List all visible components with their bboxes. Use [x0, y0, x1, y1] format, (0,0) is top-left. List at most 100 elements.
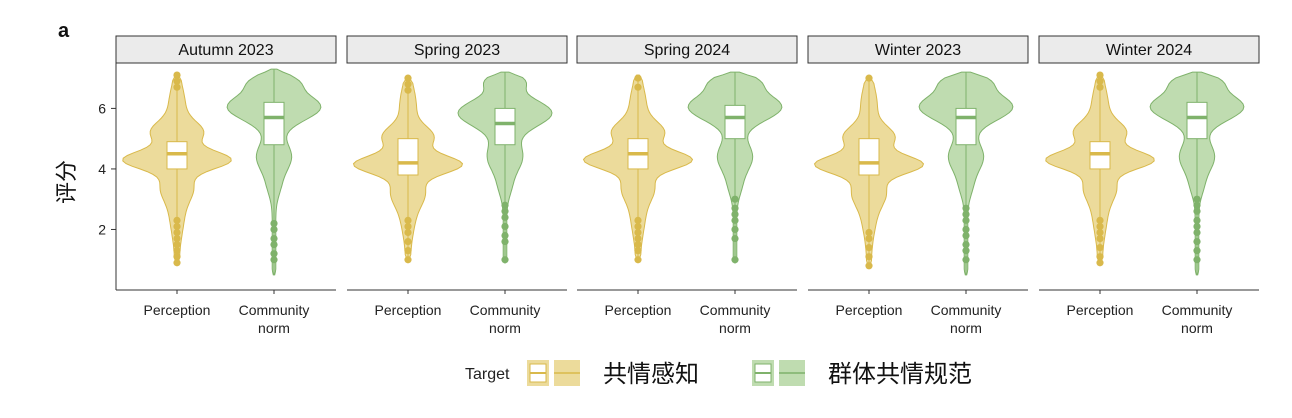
- y-tick-label: 4: [98, 161, 106, 177]
- outlier-point: [173, 71, 181, 79]
- panel-winter-2023: Winter 2023 Perception Community norm: [807, 35, 1029, 336]
- outlier-point: [404, 74, 412, 82]
- legend: Target 共情感知 群体共情规范: [465, 360, 972, 388]
- outlier-point: [962, 210, 970, 218]
- outlier-point: [865, 74, 873, 82]
- outlier-point: [962, 225, 970, 234]
- outlier-point: [731, 225, 739, 234]
- legend-title: Target: [465, 366, 510, 383]
- x-tick-label-perception: Perception: [144, 302, 211, 318]
- outlier-point: [731, 210, 739, 218]
- outlier-point: [634, 74, 642, 82]
- outlier-point: [270, 234, 278, 243]
- outlier-point: [501, 222, 509, 231]
- outlier-point: [270, 250, 278, 258]
- outlier-point: [501, 213, 509, 221]
- panel-strip: [346, 35, 568, 64]
- outlier-point: [634, 247, 642, 255]
- outlier-point: [404, 247, 412, 255]
- outlier-point: [634, 234, 642, 243]
- outlier-point: [1193, 216, 1201, 224]
- outlier-point: [404, 216, 412, 224]
- outlier-point: [173, 83, 181, 91]
- panel-spring-2024: Spring 2024 Perception Community norm: [576, 35, 798, 336]
- outlier-point: [501, 231, 509, 240]
- x-tick-label-perception: Perception: [836, 302, 903, 318]
- panel-title: Autumn 2023: [178, 42, 273, 59]
- x-tick-label-norm: Community norm: [470, 302, 541, 336]
- outlier-point: [404, 222, 412, 231]
- outlier-point: [1096, 234, 1104, 243]
- x-tick-label-norm: Community norm: [239, 302, 310, 336]
- outlier-point: [1096, 244, 1104, 252]
- outlier-point: [173, 222, 181, 231]
- outlier-point: [1193, 195, 1201, 203]
- outlier-point: [501, 207, 509, 215]
- outlier-point: [1193, 228, 1201, 237]
- outlier-point: [634, 222, 642, 231]
- x-tick-label-norm: Community norm: [931, 302, 1002, 336]
- panel-autumn-2023: Autumn 2023 2 4 6 Perception Community norm: [98, 35, 337, 336]
- outlier-point: [270, 256, 278, 264]
- outlier-point: [1096, 259, 1104, 267]
- outlier-point: [1096, 253, 1104, 261]
- outlier-point: [1193, 201, 1201, 209]
- legend-label-community-norm: 群体共情规范: [828, 360, 972, 388]
- y-tick-label: 2: [98, 221, 106, 237]
- outlier-point: [1193, 222, 1201, 231]
- outlier-point: [962, 216, 970, 224]
- outlier-point: [731, 216, 739, 224]
- box-perception: [397, 138, 419, 176]
- y-tick-label: 6: [98, 100, 106, 116]
- panel-spring-2023: Spring 2023 Perception Community norm: [346, 35, 568, 336]
- outlier-point: [173, 228, 181, 237]
- outlier-point: [1096, 83, 1104, 91]
- outlier-point: [404, 80, 412, 88]
- outlier-point: [1096, 222, 1104, 231]
- box-norm: [1186, 101, 1208, 140]
- outlier-point: [173, 234, 181, 243]
- outlier-point: [1193, 247, 1201, 255]
- box-norm: [494, 107, 516, 146]
- outlier-point: [501, 237, 509, 246]
- outlier-point: [962, 256, 970, 264]
- outlier-point: [634, 256, 642, 264]
- outlier-point: [865, 228, 873, 237]
- outlier-point: [962, 231, 970, 240]
- outlier-point: [173, 216, 181, 224]
- outlier-point: [1193, 256, 1201, 264]
- outlier-point: [501, 256, 509, 264]
- y-axis-label: 评分: [55, 160, 80, 204]
- panel-title: Spring 2024: [644, 42, 730, 59]
- box-norm: [263, 101, 285, 146]
- outlier-point: [634, 241, 642, 249]
- legend-label-perception: 共情感知: [603, 360, 699, 388]
- outlier-point: [270, 225, 278, 234]
- outlier-point: [1096, 216, 1104, 224]
- panel-strip: [807, 35, 1029, 64]
- outlier-point: [634, 216, 642, 224]
- outlier-point: [731, 256, 739, 264]
- legend-swatches: [527, 360, 805, 386]
- panel-title: Spring 2023: [414, 42, 500, 59]
- x-tick-label-perception: Perception: [1067, 302, 1134, 318]
- outlier-point: [173, 247, 181, 255]
- outlier-point: [173, 259, 181, 267]
- outlier-point: [962, 204, 970, 212]
- box-perception: [858, 138, 880, 176]
- outlier-point: [731, 195, 739, 203]
- outlier-point: [1193, 237, 1201, 246]
- outlier-point: [962, 247, 970, 255]
- x-tick-label-perception: Perception: [605, 302, 672, 318]
- box-norm: [724, 104, 746, 140]
- outlier-point: [404, 237, 412, 246]
- outlier-point: [1096, 71, 1104, 79]
- outlier-point: [404, 228, 412, 237]
- panel-title: Winter 2024: [1106, 42, 1192, 59]
- outlier-point: [404, 86, 412, 94]
- outlier-point: [634, 83, 642, 91]
- x-tick-label-norm: Community norm: [1162, 302, 1233, 336]
- outlier-point: [270, 219, 278, 228]
